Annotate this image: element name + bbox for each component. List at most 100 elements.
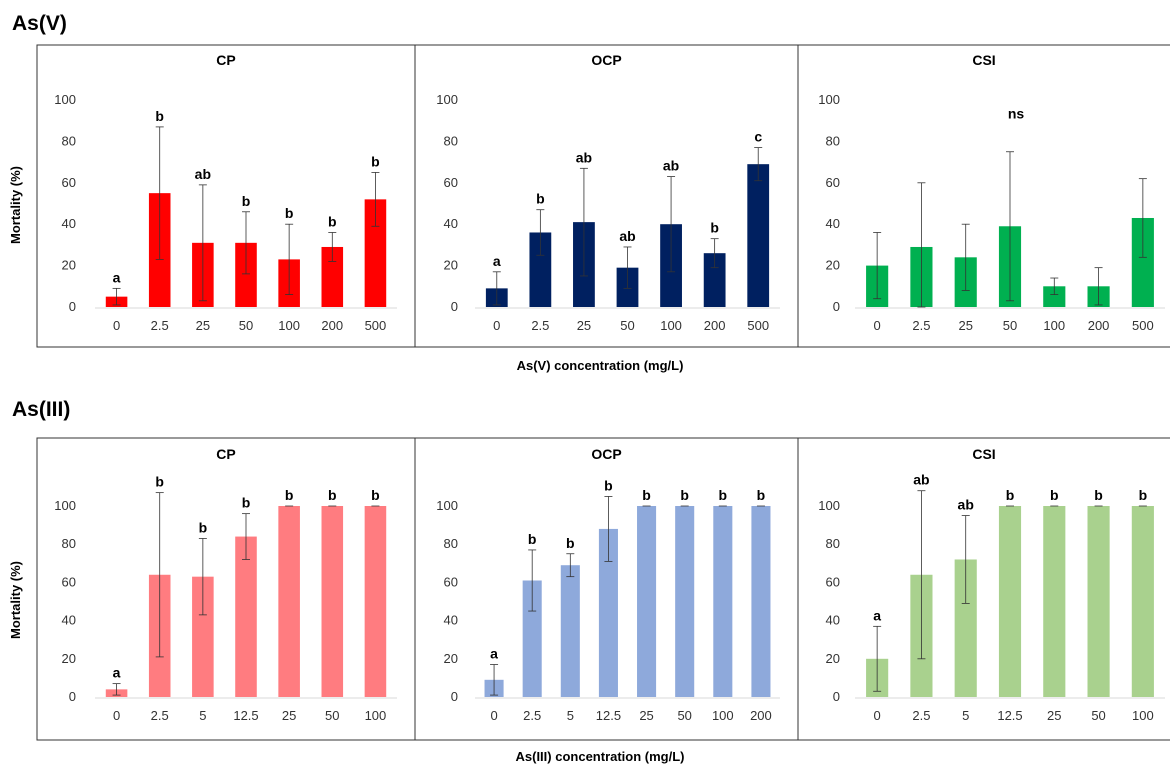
section-2: As(III) Mortality (%) As(III) concentratio… <box>8 398 1170 764</box>
y-tick-label: 80 <box>826 133 840 148</box>
panel-title: CSI <box>972 446 995 462</box>
panel-cp: CP 0 20 40 60 80 100 a 0 b 2.5 ab 25 b 50 b 100 b 200 b 500 <box>54 52 397 333</box>
x-tick-label: 200 <box>704 318 726 333</box>
y-tick-label: 60 <box>826 175 840 190</box>
significance-letter: b <box>1139 487 1148 503</box>
x-tick-label: 25 <box>1047 708 1061 723</box>
significance-letter: b <box>719 487 728 503</box>
significance-letter: ab <box>195 166 211 182</box>
x-tick-label: 50 <box>620 318 634 333</box>
y-tick-label: 100 <box>818 92 840 107</box>
y-tick-label: 80 <box>62 133 76 148</box>
panel-frame <box>36 437 1170 741</box>
x-tick-label: 25 <box>639 708 653 723</box>
y-tick-label: 80 <box>62 536 76 551</box>
x-tick-label: 500 <box>747 318 769 333</box>
significance-letter: b <box>155 108 164 124</box>
y-tick-label: 60 <box>444 175 458 190</box>
x-tick-label: 5 <box>962 708 969 723</box>
x-tick-label: 100 <box>365 708 387 723</box>
x-tick-label: 12.5 <box>997 708 1022 723</box>
significance-letter: b <box>536 191 545 207</box>
panel-title: CSI <box>972 52 995 68</box>
x-tick-label: 5 <box>567 708 574 723</box>
y-tick-label: 20 <box>62 651 76 666</box>
panel-title: OCP <box>591 446 621 462</box>
bar <box>751 506 771 697</box>
significance-letter: ab <box>663 158 679 174</box>
x-tick-label: 12.5 <box>596 708 621 723</box>
significance-letter: b <box>604 477 613 493</box>
significance-letter: b <box>680 487 689 503</box>
bar <box>321 246 344 307</box>
significance-letter: b <box>285 205 294 221</box>
bar <box>1043 506 1066 697</box>
bar <box>1131 506 1154 697</box>
y-tick-label: 60 <box>62 175 76 190</box>
y-tick-label: 20 <box>444 258 458 273</box>
section-title: As(III) <box>12 398 70 421</box>
x-tick-label: 50 <box>325 708 339 723</box>
y-axis-label: Mortality (%) <box>8 166 23 244</box>
x-tick-label: 0 <box>113 318 120 333</box>
y-tick-label: 0 <box>451 299 458 314</box>
y-tick-label: 20 <box>62 258 76 273</box>
bar <box>954 559 977 697</box>
bar <box>598 528 618 697</box>
significance-letter: ab <box>619 228 635 244</box>
significance-letter: c <box>754 129 762 145</box>
significance-letter: b <box>371 153 380 169</box>
significance-letter: b <box>242 193 251 209</box>
y-tick-label: 40 <box>62 613 76 628</box>
y-tick-label: 40 <box>444 613 458 628</box>
bar <box>1043 286 1066 307</box>
y-tick-label: 100 <box>436 92 458 107</box>
panel-ocp: OCP 0 20 40 60 80 100 a 0 b 2.5 ab 25 ab 50 ab 100 b 200 c 5… <box>436 52 780 333</box>
significance-letter: b <box>528 531 537 547</box>
panel-title: OCP <box>591 52 621 68</box>
x-tick-label: 200 <box>750 708 772 723</box>
x-tick-label: 25 <box>577 318 591 333</box>
bar <box>235 536 257 697</box>
y-tick-label: 60 <box>62 574 76 589</box>
significance-letter: ab <box>913 472 929 488</box>
panel-csi: CSI 0 20 40 60 80 100 a 0 ab 2.5 ab 5 b 12.5 b 25 b 50 b 100 <box>818 446 1165 723</box>
y-tick-label: 100 <box>818 498 840 513</box>
significance-letter: b <box>1094 487 1103 503</box>
x-tick-label: 500 <box>1132 318 1154 333</box>
significance-letter: b <box>710 220 719 236</box>
bar <box>364 199 387 307</box>
significance-letter: b <box>328 213 337 229</box>
significance-letter: b <box>285 487 294 503</box>
x-tick-label: 200 <box>321 318 343 333</box>
section-title: As(V) <box>12 12 67 35</box>
y-tick-label: 80 <box>444 536 458 551</box>
x-tick-label: 25 <box>196 318 210 333</box>
panel-ocp: OCP 0 20 40 60 80 100 a 0 b 2.5 b 5 b 12.5 b 25 b 50 b 100 b 2… <box>436 446 780 723</box>
bar <box>703 253 726 307</box>
bar <box>637 506 657 697</box>
y-tick-label: 40 <box>826 216 840 231</box>
y-tick-label: 40 <box>826 613 840 628</box>
panel-csi: CSI 0 20 40 60 80 100 0 2.5 25 50 100 200 500 ns <box>818 52 1165 333</box>
bar <box>278 506 300 697</box>
y-axis-label: Mortality (%) <box>8 561 23 639</box>
significance-letter: b <box>242 495 251 511</box>
bar <box>713 506 733 697</box>
x-tick-label: 50 <box>677 708 691 723</box>
bar <box>235 242 257 307</box>
panel-cp: CP 0 20 40 60 80 100 a 0 b 2.5 b 5 b 12.5 b 25 b 50 b 100 <box>54 446 397 723</box>
x-tick-label: 25 <box>958 318 972 333</box>
x-tick-label: 2.5 <box>523 708 541 723</box>
x-tick-label: 2.5 <box>912 708 930 723</box>
x-tick-label: 0 <box>113 708 120 723</box>
bar <box>522 580 542 697</box>
bar <box>747 164 770 307</box>
bar <box>560 565 580 697</box>
significance-letter: a <box>113 269 121 285</box>
significance-letter: a <box>493 253 501 269</box>
x-tick-label: 100 <box>1043 318 1065 333</box>
x-tick-label: 50 <box>1091 708 1105 723</box>
significance-letter: b <box>328 487 337 503</box>
